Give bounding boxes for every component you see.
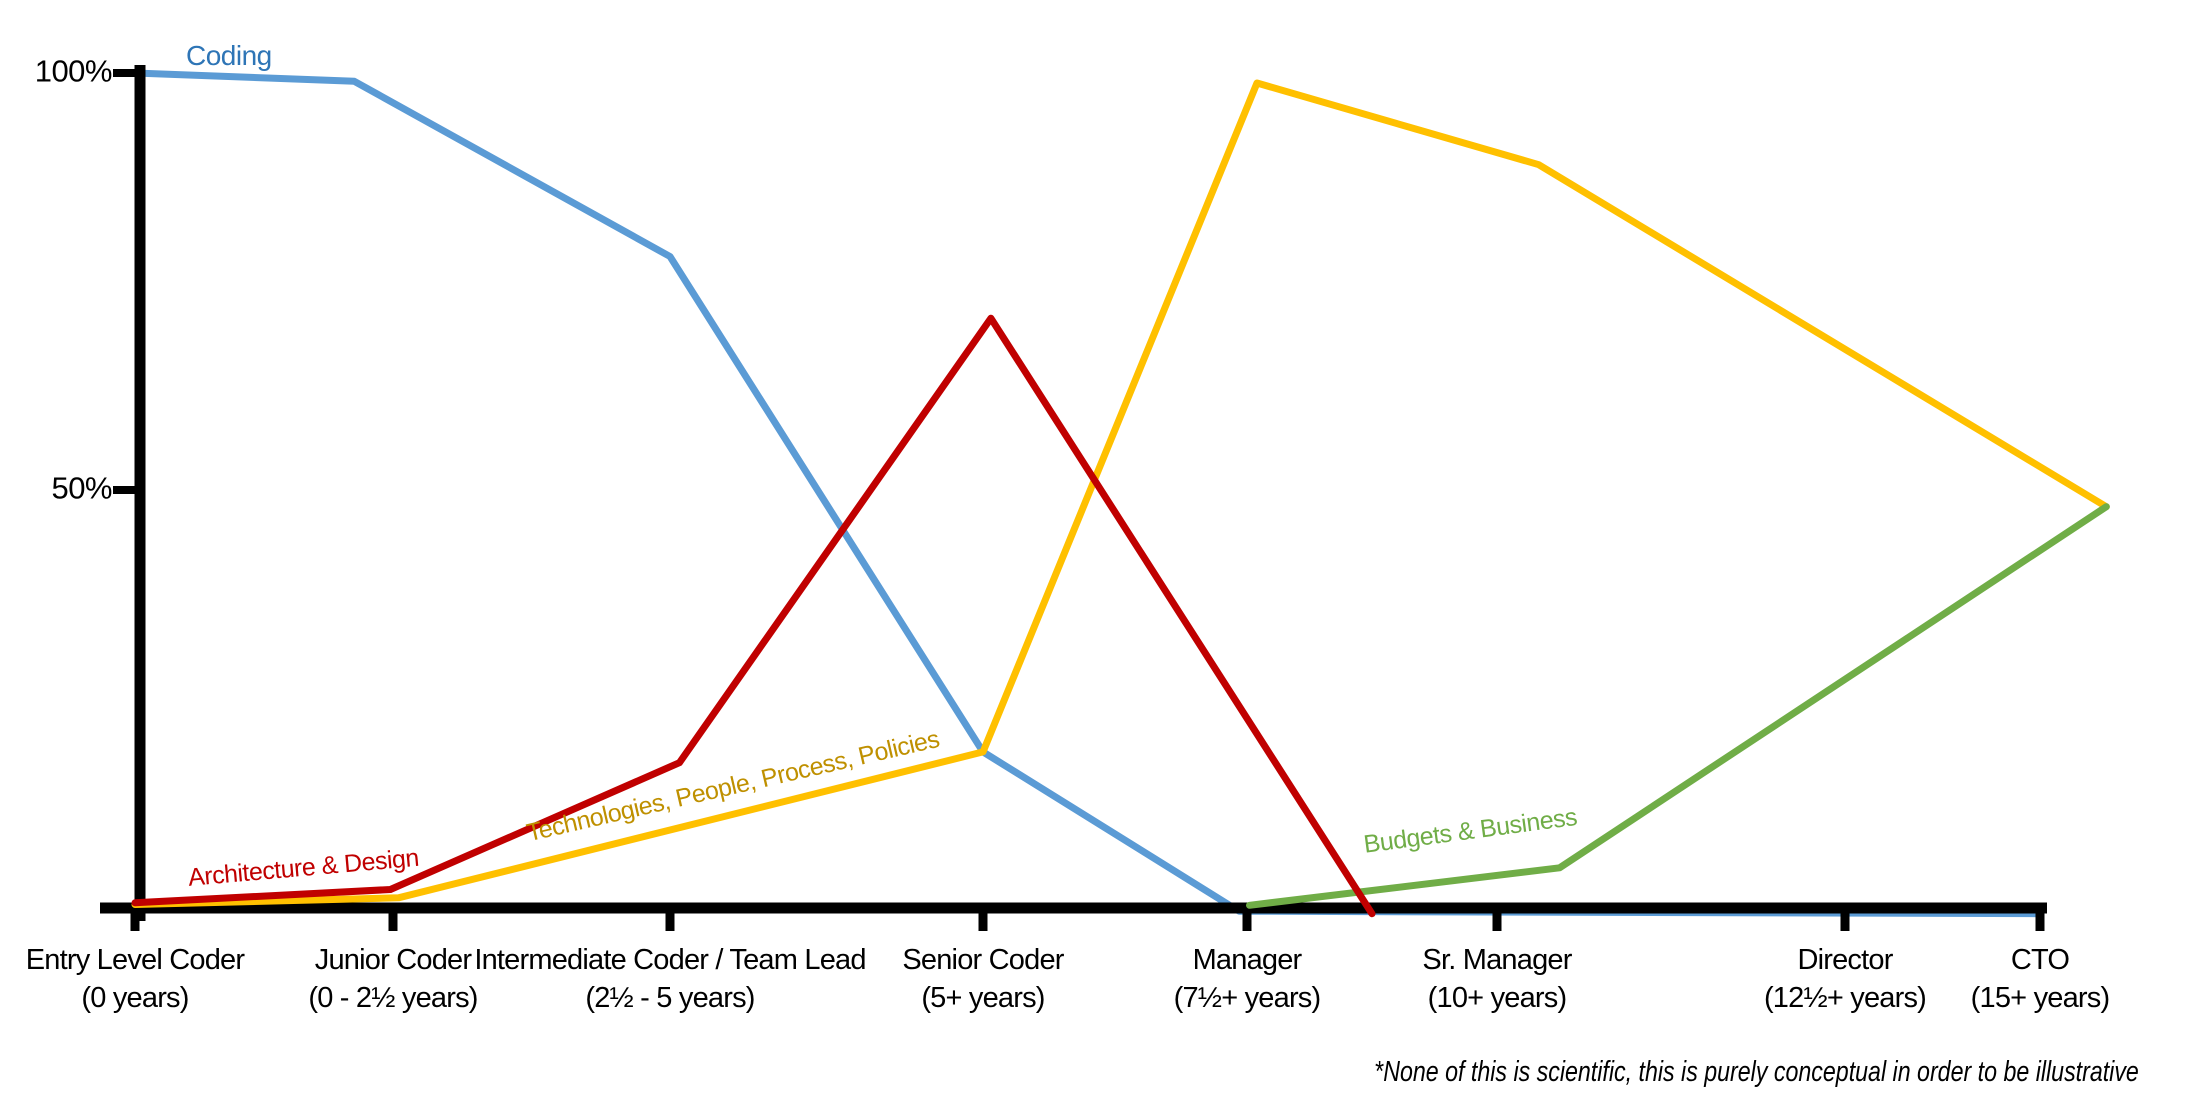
category-years: (0 years) [81,982,189,1014]
chart-footnote: *None of this is scientific, this is pur… [1374,1056,2139,1088]
category-years: (5+ years) [921,982,1045,1014]
category-title: Sr. Manager [1422,944,1572,976]
category-title: Manager [1192,944,1303,976]
category-title: Senior Coder [902,944,1064,976]
category-label-intermediate-coder-team-lead: Intermediate Coder / Team Lead (2½ - 5 ye… [430,941,910,1017]
category-years: (2½ - 5 years) [585,982,755,1014]
category-label-director: Director (12½+ years) [1605,941,2085,1017]
category-years: (7½+ years) [1173,982,1322,1014]
category-title: Director [1797,944,1893,976]
category-years: (10+ years) [1427,982,1567,1014]
category-label-entry-level-coder: Entry Level Coder (0 years) [0,941,375,1017]
category-label-manager: Manager (7½+ years) [1007,941,1487,1017]
category-title: Junior Coder [314,944,472,976]
category-label-junior-coder: Junior Coder (0 - 2½ years) [153,941,633,1017]
series-line-technologies-people-process-policies [131,79,2110,908]
category-label-senior-coder: Senior Coder (5+ years) [743,941,1223,1017]
category-years: (15+ years) [1970,982,2110,1014]
y-axis-label-50: 50% [51,470,112,506]
category-title: Intermediate Coder / Team Lead [474,944,866,976]
category-label-sr-manager: Sr. Manager (10+ years) [1257,941,1737,1017]
category-title: Entry Level Coder [25,944,245,976]
series-line-budgets-business [1246,503,2110,909]
category-years: (0 - 2½ years) [308,982,478,1014]
series-label-coding: Coding [186,40,272,71]
y-axis-label-100: 100% [34,53,113,89]
category-label-cto: CTO (15+ years) [1800,941,2195,1017]
category-title: CTO [2010,944,2070,976]
series-line-architecture-design [131,314,1376,918]
category-years: (12½+ years) [1763,982,1927,1014]
